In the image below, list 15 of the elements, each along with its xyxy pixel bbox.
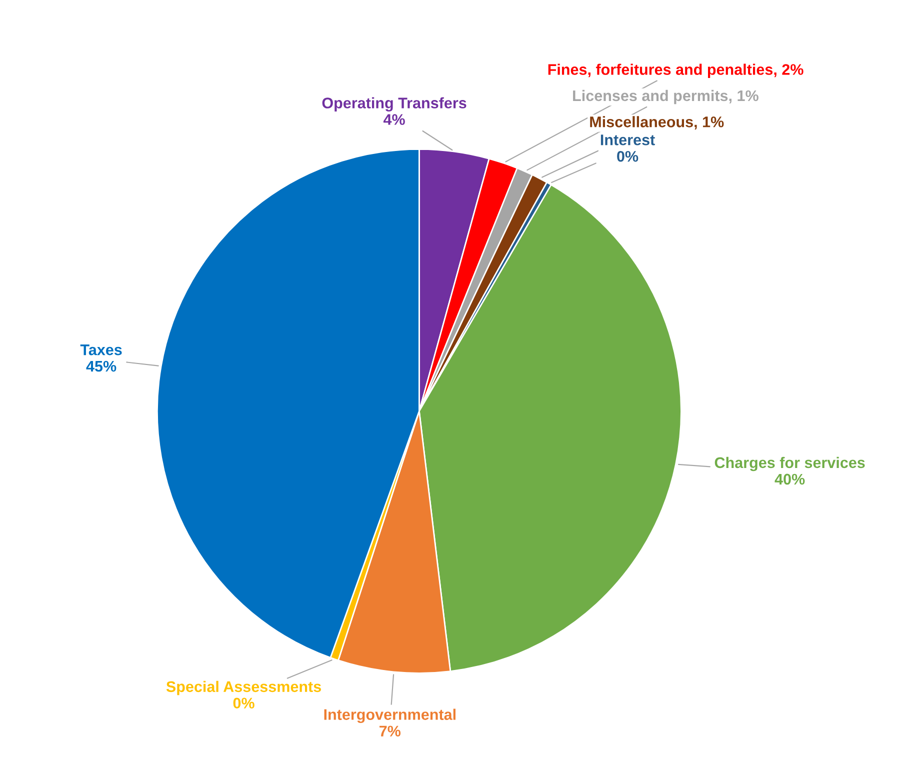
slice-label: Licenses and permits, 1% [573, 90, 758, 104]
data-label: 40% [774, 474, 805, 485]
slice-label: Taxes [80, 344, 122, 356]
slice-label: Interest [600, 134, 655, 146]
data-label: 0% [617, 150, 638, 162]
data-label: 45% [86, 360, 116, 372]
slice-label: Miscellaneous, 1% [590, 116, 724, 130]
slice-label: Operating Transfers [322, 97, 466, 112]
data-label: 7% [380, 726, 401, 736]
slice-label: Fines, forfeitures and penalties, 2% [548, 64, 804, 78]
data-label: 0% [233, 698, 254, 709]
data-label: 4% [383, 114, 405, 125]
slice-label: Charges for services [714, 456, 865, 472]
slice-label: Intergovernmental [324, 708, 456, 724]
slice-label: Special Assessments [166, 680, 321, 696]
